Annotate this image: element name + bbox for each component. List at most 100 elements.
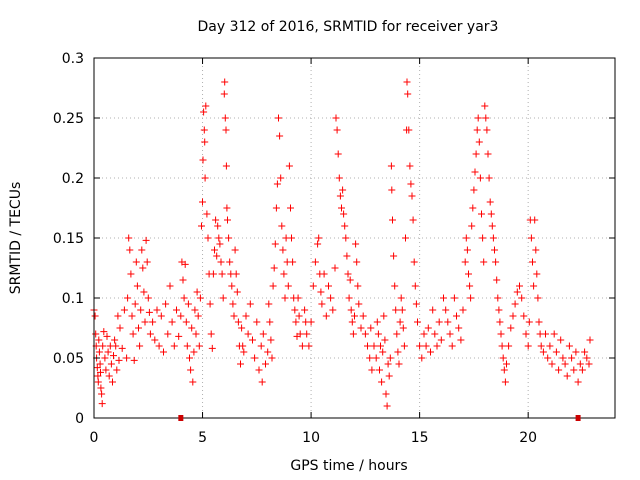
data-point bbox=[367, 324, 375, 332]
data-point bbox=[276, 132, 284, 140]
data-point bbox=[457, 336, 465, 344]
data-point bbox=[509, 312, 517, 320]
data-point bbox=[437, 336, 445, 344]
data-point bbox=[377, 342, 384, 350]
data-point bbox=[123, 354, 131, 362]
data-point bbox=[402, 234, 409, 242]
data-point bbox=[518, 294, 526, 302]
data-point bbox=[221, 78, 229, 86]
data-point bbox=[168, 318, 176, 326]
data-point bbox=[285, 162, 293, 170]
data-point bbox=[533, 270, 541, 278]
data-point bbox=[112, 342, 120, 350]
data-point bbox=[287, 204, 294, 212]
data-point bbox=[292, 318, 300, 326]
x-axis-label: GPS time / hours bbox=[290, 458, 407, 474]
data-point bbox=[537, 342, 545, 350]
data-point bbox=[184, 300, 192, 308]
data-point bbox=[164, 330, 172, 338]
data-point bbox=[116, 324, 124, 332]
data-point bbox=[404, 90, 412, 98]
data-point bbox=[192, 330, 200, 338]
data-point bbox=[305, 342, 313, 350]
data-point bbox=[155, 342, 163, 350]
data-point bbox=[329, 306, 337, 314]
data-point bbox=[181, 260, 189, 268]
data-point bbox=[244, 330, 252, 338]
data-point bbox=[268, 354, 276, 362]
data-point bbox=[102, 366, 110, 374]
y-axis-label: SRMTID / TECUs bbox=[8, 182, 24, 295]
data-point bbox=[333, 126, 341, 134]
data-point bbox=[179, 276, 187, 284]
data-point bbox=[195, 342, 203, 350]
data-point bbox=[281, 294, 289, 302]
data-point bbox=[253, 318, 261, 326]
data-point bbox=[336, 192, 344, 200]
data-point bbox=[314, 240, 322, 248]
data-point bbox=[546, 342, 554, 350]
data-point bbox=[468, 222, 476, 230]
data-point bbox=[393, 330, 401, 338]
data-point bbox=[198, 222, 205, 230]
data-point bbox=[183, 342, 191, 350]
data-point bbox=[386, 354, 394, 362]
data-point bbox=[228, 282, 236, 290]
data-point bbox=[359, 312, 367, 320]
data-point bbox=[374, 330, 382, 338]
data-point bbox=[279, 246, 287, 254]
data-point bbox=[479, 234, 487, 242]
data-point bbox=[132, 258, 140, 266]
data-point bbox=[497, 330, 505, 338]
data-point bbox=[234, 318, 242, 326]
data-point bbox=[501, 378, 509, 386]
data-point bbox=[199, 156, 207, 164]
data-point bbox=[206, 300, 214, 308]
data-point bbox=[307, 318, 315, 326]
data-point bbox=[390, 252, 398, 260]
data-point bbox=[149, 318, 157, 326]
data-point bbox=[139, 264, 147, 272]
data-point bbox=[511, 300, 519, 308]
data-point bbox=[412, 300, 420, 308]
data-point bbox=[357, 324, 365, 332]
data-point bbox=[548, 360, 556, 368]
data-point bbox=[392, 306, 400, 314]
data-point bbox=[411, 282, 419, 290]
data-point bbox=[529, 258, 536, 266]
data-point bbox=[95, 336, 103, 344]
data-point bbox=[450, 294, 458, 302]
data-point bbox=[442, 306, 450, 314]
data-point bbox=[296, 330, 304, 338]
data-point bbox=[570, 366, 578, 374]
data-point bbox=[476, 174, 484, 182]
data-point bbox=[151, 336, 159, 344]
data-point bbox=[265, 300, 273, 308]
data-point bbox=[201, 174, 209, 182]
x-tick-label: 5 bbox=[198, 430, 207, 446]
data-point bbox=[331, 264, 339, 272]
data-point bbox=[534, 294, 542, 302]
data-point bbox=[231, 246, 239, 254]
data-point bbox=[120, 306, 128, 314]
data-point bbox=[391, 282, 399, 290]
data-point bbox=[341, 222, 349, 230]
data-point bbox=[493, 276, 501, 284]
data-point bbox=[215, 234, 223, 242]
data-point bbox=[204, 234, 212, 242]
data-point bbox=[203, 210, 211, 218]
data-point bbox=[382, 390, 390, 398]
data-point bbox=[295, 312, 303, 320]
data-point bbox=[368, 366, 376, 374]
data-point bbox=[160, 348, 167, 356]
data-point bbox=[91, 312, 99, 320]
y-tick-label: 0.05 bbox=[53, 351, 84, 367]
data-point bbox=[486, 198, 494, 206]
data-point bbox=[373, 318, 381, 326]
x-tick-label: 10 bbox=[302, 430, 320, 446]
edge-marker bbox=[178, 415, 184, 421]
data-point bbox=[446, 330, 454, 338]
data-point bbox=[505, 342, 513, 350]
x-tick-label: 0 bbox=[90, 430, 99, 446]
